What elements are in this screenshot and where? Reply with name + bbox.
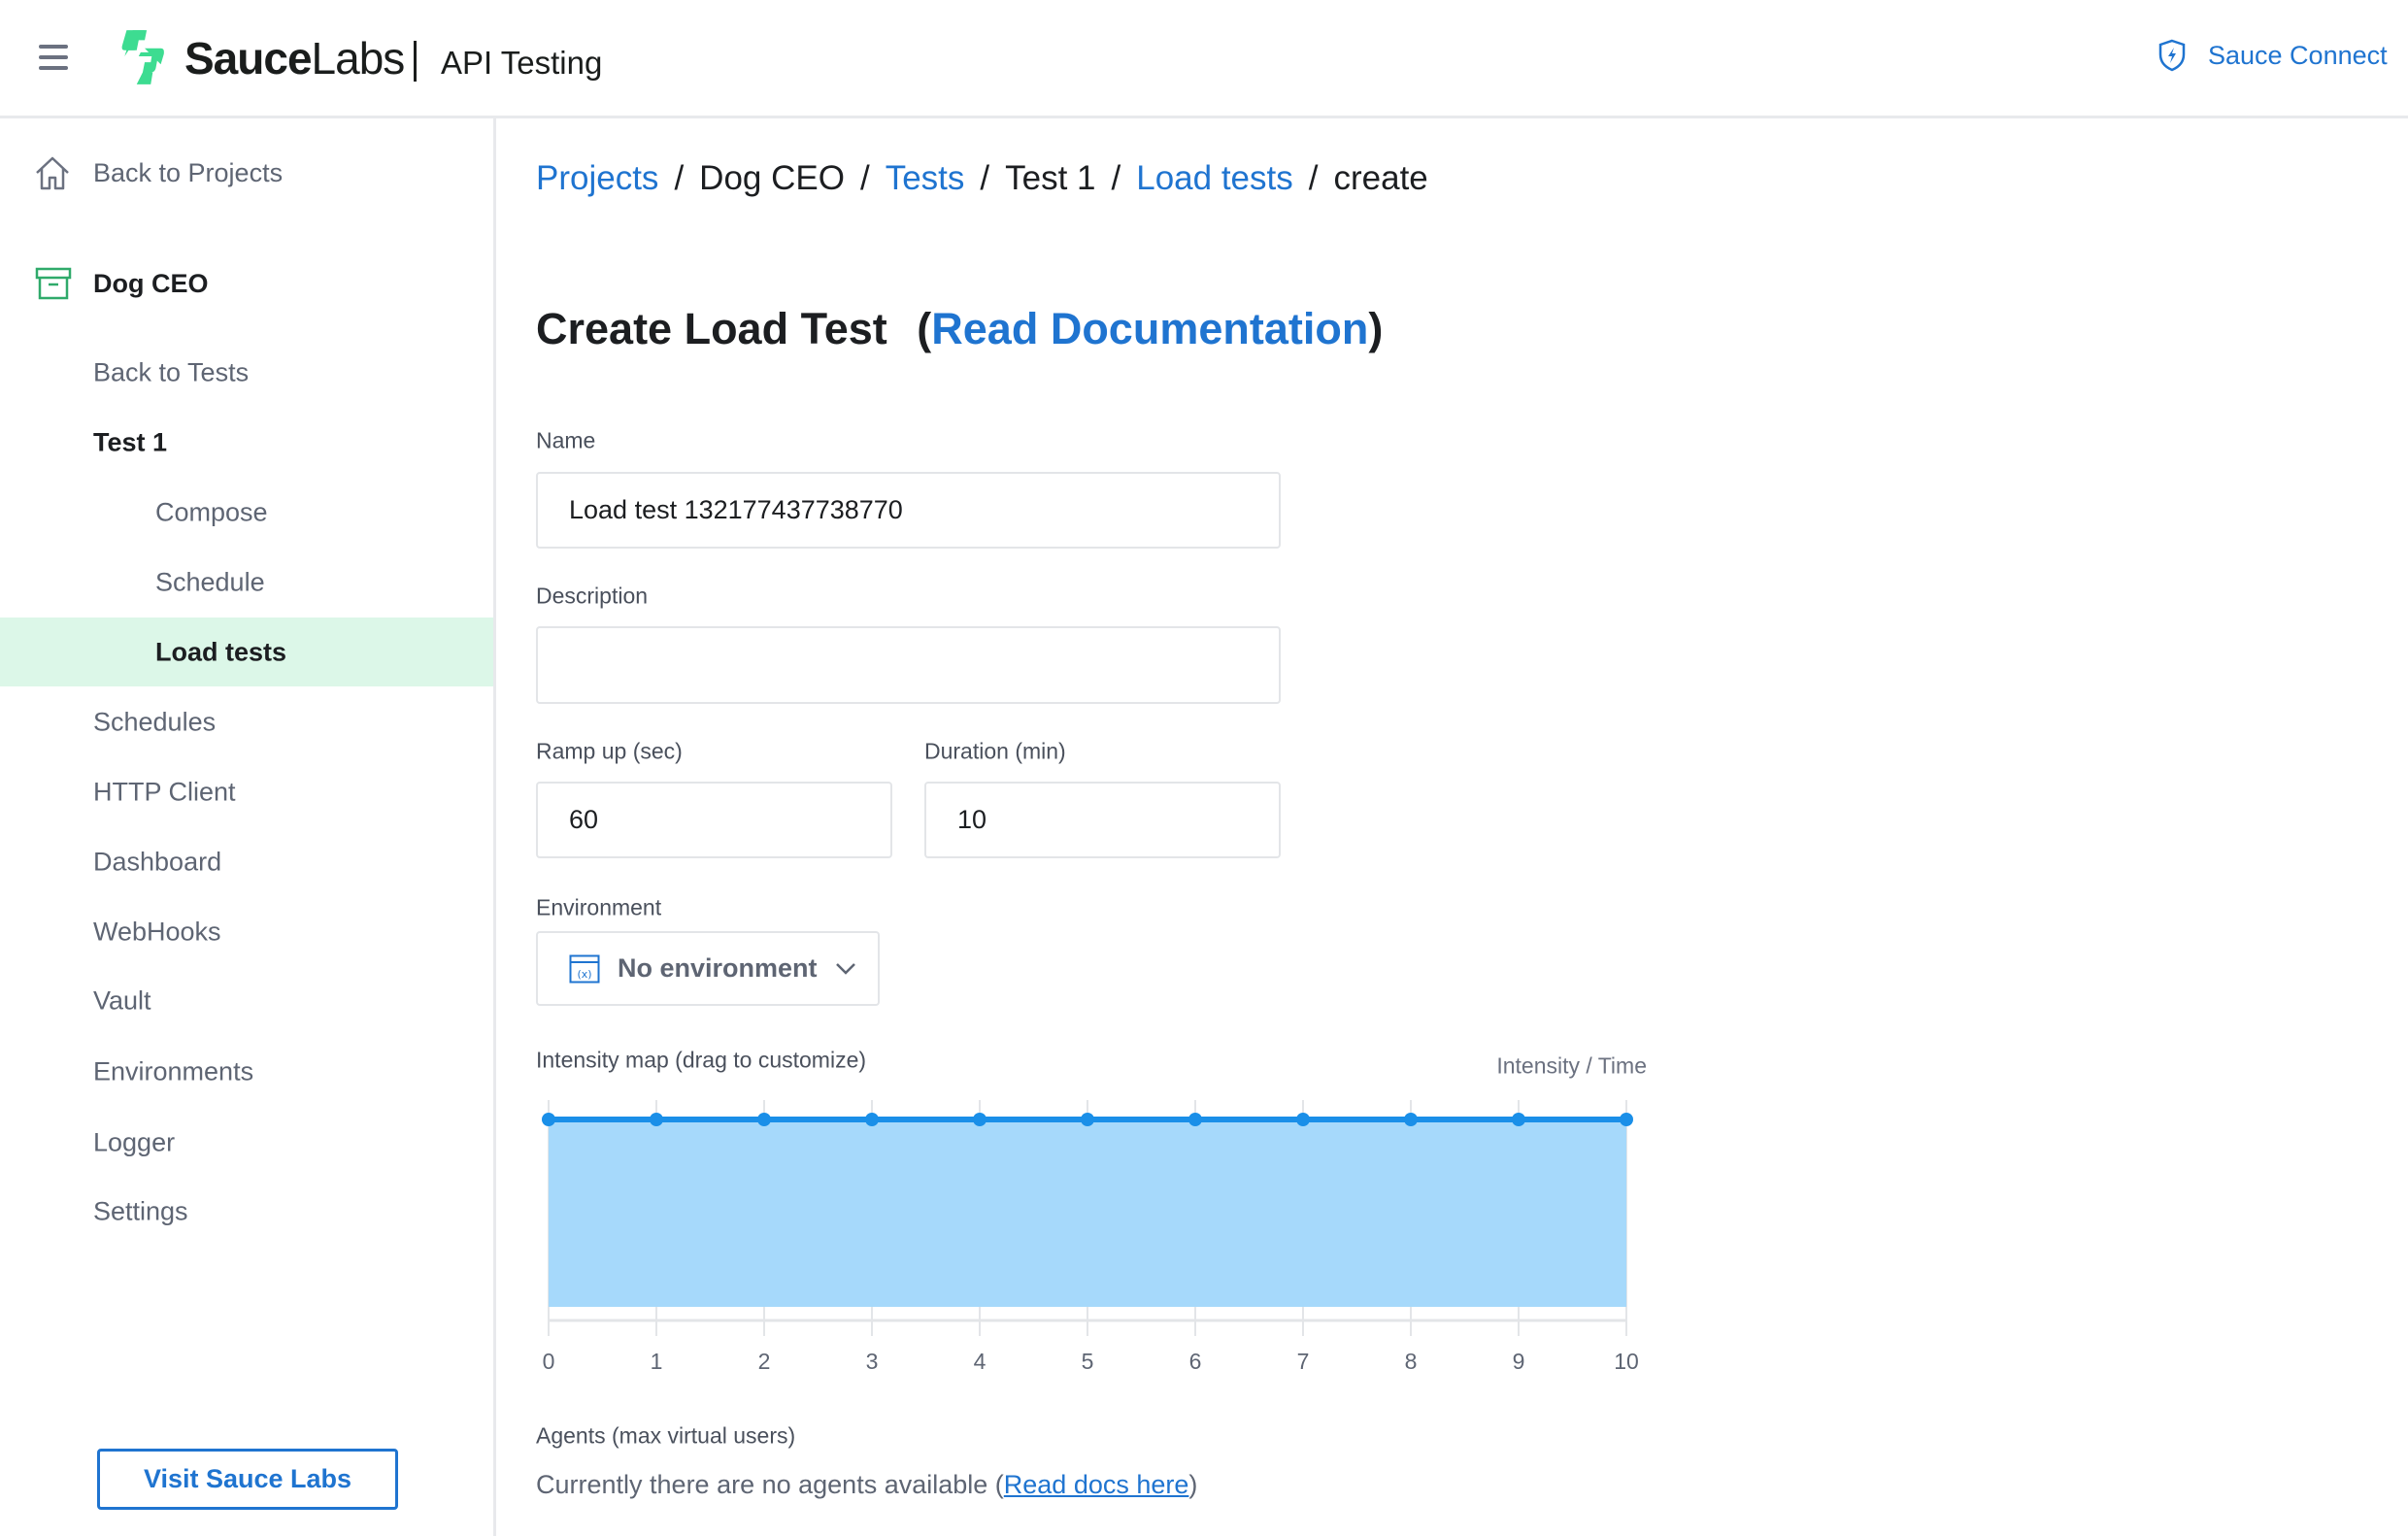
- sauce-connect-label: Sauce Connect: [2208, 40, 2388, 70]
- breadcrumb-load-tests[interactable]: Load tests: [1136, 159, 1293, 197]
- sidebar-item-test-1[interactable]: Test 1: [93, 427, 168, 457]
- shield-bolt-icon: [2158, 39, 2186, 72]
- top-header: SauceLabs API Testing Sauce Connect: [0, 0, 2408, 118]
- x-tick-label-2: 2: [758, 1349, 771, 1374]
- sidebar-item-back-to-tests[interactable]: Back to Tests: [93, 357, 250, 387]
- breadcrumb-test-1: Test 1: [1005, 159, 1096, 197]
- data-point-7[interactable]: [1296, 1113, 1310, 1126]
- environment-value: No environment: [618, 953, 818, 983]
- rampup-label: Ramp up (sec): [536, 738, 683, 764]
- sidebar-item-schedule[interactable]: Schedule: [155, 567, 265, 597]
- data-point-2[interactable]: [757, 1113, 771, 1126]
- brand-name[interactable]: SauceLabs: [184, 32, 406, 84]
- data-point-9[interactable]: [1512, 1113, 1525, 1126]
- rampup-input[interactable]: 60: [536, 782, 892, 858]
- description-input[interactable]: [536, 626, 1281, 704]
- agents-close: ): [1188, 1470, 1198, 1499]
- sidebar: Back to Projects Dog CEO Back to Tests T…: [0, 118, 496, 1536]
- chevron-down-icon: [835, 962, 855, 975]
- project-name: Dog CEO: [93, 268, 209, 298]
- x-tick-label-6: 6: [1189, 1349, 1202, 1374]
- intensity-chart[interactable]: 0 1 2 3 4 5 6 7 8 9 10: [524, 1087, 1651, 1388]
- sidebar-item-http-client[interactable]: HTTP Client: [93, 777, 236, 807]
- duration-label: Duration (min): [924, 738, 1066, 764]
- breadcrumb: Projects / Dog CEO / Tests / Test 1/Load tests…: [536, 159, 1428, 197]
- data-point-4[interactable]: [973, 1113, 987, 1126]
- x-tick-label-3: 3: [866, 1349, 879, 1374]
- sidebar-item-schedules[interactable]: Schedules: [93, 707, 217, 737]
- sidebar-active-highlight: [0, 618, 493, 686]
- sidebar-item-settings[interactable]: Settings: [93, 1196, 188, 1226]
- name-input[interactable]: Load test 132177437738770: [536, 472, 1281, 549]
- sidebar-item-vault[interactable]: Vault: [93, 985, 151, 1016]
- sidebar-item-webhooks[interactable]: WebHooks: [93, 917, 221, 947]
- data-point-10[interactable]: [1620, 1113, 1633, 1126]
- agents-label: Agents (max virtual users): [536, 1422, 796, 1449]
- duration-input[interactable]: 10: [924, 782, 1281, 858]
- brand-divider: [414, 41, 417, 82]
- data-point-1[interactable]: [650, 1113, 663, 1126]
- svg-text:(x): (x): [577, 968, 591, 981]
- back-to-projects-label: Back to Projects: [93, 157, 284, 187]
- breadcrumb-create: create: [1333, 159, 1428, 197]
- x-tick-label-4: 4: [974, 1349, 987, 1374]
- intensity-map-label: Intensity map (drag to customize): [536, 1047, 867, 1073]
- product-name: API Testing: [441, 45, 603, 81]
- x-tick-label-5: 5: [1082, 1349, 1094, 1374]
- breadcrumb-dog-ceo: Dog CEO: [699, 159, 845, 197]
- x-tick-label-0: 0: [543, 1349, 555, 1374]
- environment-select[interactable]: (x) No environment: [536, 931, 880, 1006]
- read-documentation-link[interactable]: Read Documentation: [931, 304, 1369, 353]
- name-label: Name: [536, 427, 596, 453]
- data-point-0[interactable]: [542, 1113, 555, 1126]
- hamburger-menu-icon[interactable]: [39, 45, 68, 70]
- breadcrumb-projects[interactable]: Projects: [536, 159, 659, 197]
- data-point-8[interactable]: [1404, 1113, 1418, 1126]
- environment-label: Environment: [536, 894, 662, 920]
- page-title-text: Create Load Test: [536, 304, 887, 353]
- agents-message: Currently there are no agents available …: [536, 1470, 1197, 1500]
- sauce-connect-button[interactable]: Sauce Connect: [2157, 39, 2388, 72]
- sidebar-item-compose[interactable]: Compose: [155, 497, 268, 527]
- brand-bold: Sauce: [184, 33, 313, 83]
- page-title: Create Load Test (Read Documentation): [536, 304, 1384, 353]
- chart-legend: Intensity / Time: [1496, 1052, 1647, 1079]
- sidebar-item-dashboard[interactable]: Dashboard: [93, 847, 222, 877]
- description-label: Description: [536, 583, 649, 609]
- environment-variable-icon: (x): [569, 954, 600, 983]
- data-point-6[interactable]: [1188, 1113, 1202, 1126]
- project-dog-ceo[interactable]: Dog CEO: [35, 266, 209, 301]
- x-tick-label-8: 8: [1405, 1349, 1418, 1374]
- saucelabs-logo-icon: [121, 30, 164, 84]
- sidebar-item-logger[interactable]: Logger: [93, 1127, 176, 1157]
- agents-text: Currently there are no agents available …: [536, 1470, 1004, 1499]
- sidebar-item-load-tests[interactable]: Load tests: [155, 637, 287, 667]
- sidebar-item-environments[interactable]: Environments: [93, 1056, 254, 1086]
- x-tick-label-7: 7: [1297, 1349, 1310, 1374]
- x-tick-label-10: 10: [1614, 1349, 1639, 1374]
- read-docs-link[interactable]: Read docs here: [1003, 1470, 1189, 1499]
- home-icon: [36, 156, 69, 190]
- back-to-projects-link[interactable]: Back to Projects: [33, 153, 283, 192]
- data-point-3[interactable]: [865, 1113, 879, 1126]
- breadcrumb-tests[interactable]: Tests: [885, 159, 965, 197]
- visit-sauce-labs-button[interactable]: Visit Sauce Labs: [97, 1449, 398, 1510]
- area-fill: [549, 1119, 1626, 1307]
- x-tick-label-9: 9: [1513, 1349, 1525, 1374]
- x-tick-label-1: 1: [651, 1349, 663, 1374]
- archive-box-icon: [35, 267, 72, 300]
- brand-light: Labs: [311, 33, 406, 83]
- data-point-5[interactable]: [1081, 1113, 1094, 1126]
